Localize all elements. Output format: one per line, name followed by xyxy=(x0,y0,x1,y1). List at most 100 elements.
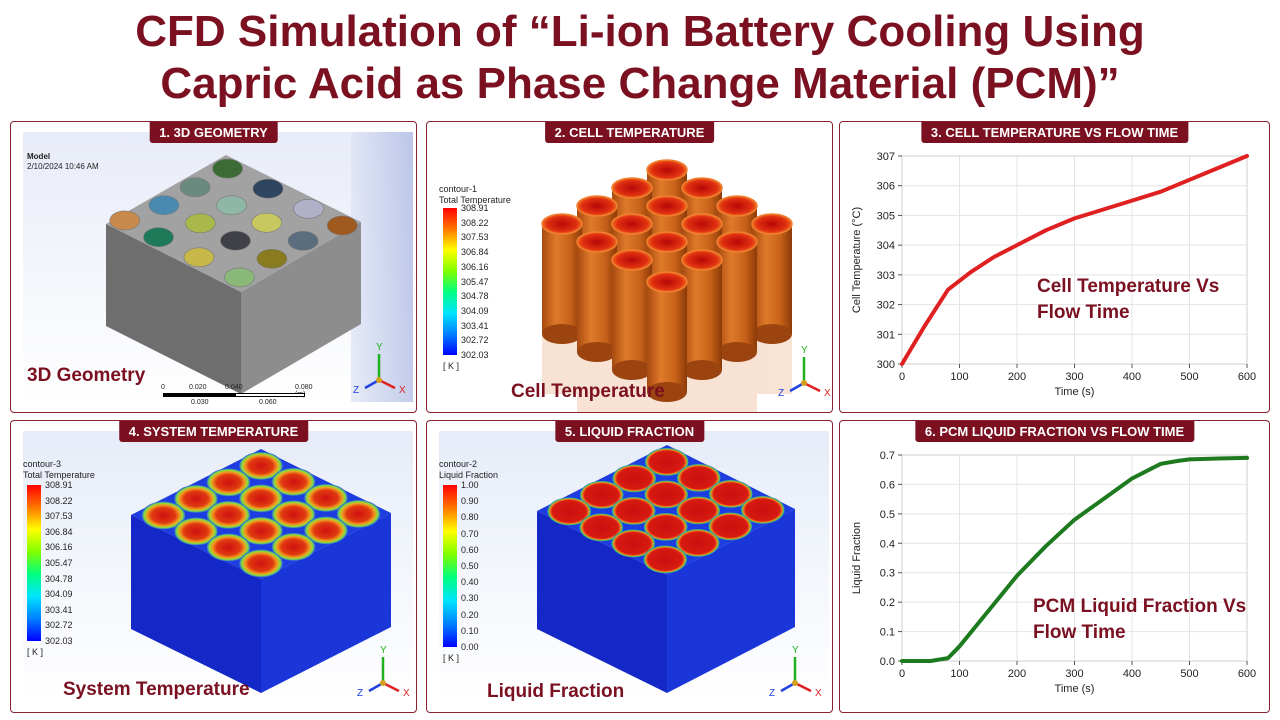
cell-circle xyxy=(109,210,141,231)
x-tick-label: 600 xyxy=(1238,371,1256,383)
caption-cell-temperature: Cell Temperature xyxy=(511,381,665,402)
x-tick-label: 400 xyxy=(1123,668,1141,680)
x-tick-label: 0 xyxy=(899,668,905,680)
legend-tick-label: 304.09 xyxy=(461,305,489,316)
y-tick-label: 0.3 xyxy=(880,568,895,580)
box-right-face xyxy=(241,222,361,394)
legend-title-1: contour-2 xyxy=(439,459,478,469)
hot-spot xyxy=(304,483,348,512)
hot-spot xyxy=(271,532,316,561)
hot-spot xyxy=(239,484,283,513)
y-tick-label: 301 xyxy=(877,329,895,341)
legend-tick-label: 0.70 xyxy=(461,528,479,539)
legend-tick-label: 0.30 xyxy=(461,593,479,604)
y-axis-label: Liquid Fraction xyxy=(851,522,863,594)
hot-spot xyxy=(271,467,316,496)
y-tick-label: 307 xyxy=(877,151,895,163)
panel-header: 3. CELL TEMPERATURE VS FLOW TIME xyxy=(920,122,1189,143)
x-tick-label: 300 xyxy=(1065,668,1083,680)
block-left-face xyxy=(537,511,667,693)
legend-tick-label: 1.00 xyxy=(461,480,479,490)
cell-circle xyxy=(143,227,174,247)
panel-cell-temp-chart: 3. CELL TEMPERATURE VS FLOW TIME 300 301 3… xyxy=(839,121,1270,413)
hot-spot xyxy=(675,528,720,557)
hot-spot xyxy=(239,549,283,578)
legend-tick-label: 0.50 xyxy=(461,561,479,571)
x-tick-label: 400 xyxy=(1123,371,1141,383)
block-right-face xyxy=(261,513,391,693)
cell-circle xyxy=(326,215,358,236)
cell-cylinder xyxy=(646,271,688,402)
scale-bar: 0 0.020 0.040 0.080 (m) 0.030 0.060 xyxy=(161,384,321,410)
x-tick-label: 600 xyxy=(1238,668,1256,680)
hot-spot xyxy=(271,500,316,529)
y-tick-label: 300 xyxy=(877,359,895,371)
cell-circle xyxy=(216,195,247,216)
legend-tick-label: 0.60 xyxy=(461,544,479,555)
cell-circle xyxy=(287,231,319,251)
liquid-fraction-chart: 0.0 0.1 0.2 0.3 0.4 0.5 0.6 0.7 0 100 200 300 400 500… xyxy=(851,450,1256,695)
y-tick-label: 304 xyxy=(877,240,895,252)
legend-tick-label: 302.72 xyxy=(461,335,489,346)
y-tick-label: 0.6 xyxy=(880,479,895,491)
panel-header: 4. SYSTEM TEMPERATURE xyxy=(118,421,309,442)
panel-header: 6. PCM LIQUID FRACTION VS FLOW TIME xyxy=(914,421,1195,442)
x-axis-label: Time (s) xyxy=(1055,386,1095,398)
hot-spot xyxy=(676,463,721,492)
legend-tick-label: 306.16 xyxy=(45,542,73,553)
x-tick-label: 500 xyxy=(1180,371,1198,383)
block-top-face xyxy=(537,445,795,575)
hot-spot xyxy=(708,479,753,508)
hot-spot xyxy=(174,484,218,513)
x-tick-label: 100 xyxy=(950,668,968,680)
cell-circle xyxy=(183,247,215,268)
legend-tick-label: 305.47 xyxy=(461,276,489,287)
legend-tick-label: 308.91 xyxy=(45,480,73,490)
hot-spot xyxy=(579,480,624,509)
hot-spot xyxy=(141,501,186,530)
series-line xyxy=(900,455,1249,663)
y-tick-label: 306 xyxy=(877,181,895,193)
caption-3d-geometry: 3D Geometry xyxy=(27,365,146,386)
hot-spot xyxy=(676,496,721,525)
caption-liquid-fraction: Liquid Fraction xyxy=(487,681,625,702)
legend-tick-label: 308.22 xyxy=(45,495,73,506)
cell-temperature-chart: 300 301 302 303 304 305 306 307 0 100 200 300 400 500… xyxy=(851,151,1256,398)
legend-tick-label: 302.03 xyxy=(461,350,489,360)
panel-liquid-fraction-chart: 6. PCM LIQUID FRACTION VS FLOW TIME 0.0 0… xyxy=(839,420,1270,713)
legend-tick-label: 304.09 xyxy=(45,589,73,600)
hot-spot xyxy=(611,529,656,558)
legend-tick-label: 0.00 xyxy=(461,642,479,652)
legend-tick-label: 303.41 xyxy=(461,320,489,331)
cell-circle xyxy=(179,177,211,198)
legend-title-1: contour-1 xyxy=(439,184,478,194)
legend-tick-label: 0.20 xyxy=(461,609,479,620)
scale-tick-5: 0.060 xyxy=(259,399,277,406)
legend-tick-label: 305.47 xyxy=(45,558,73,568)
cell-temperature-view xyxy=(541,159,793,412)
model-name: Model xyxy=(27,152,51,161)
hot-spot xyxy=(547,497,592,526)
legend-unit: [ K ] xyxy=(443,653,460,663)
hot-spots xyxy=(141,451,381,578)
cell-circle xyxy=(252,178,284,199)
system-temperature-view xyxy=(23,431,413,701)
legend-tick-label: 306.16 xyxy=(461,261,489,272)
hot-spot xyxy=(336,499,381,528)
series-line xyxy=(900,154,1249,366)
panel-header: 5. LIQUID FRACTION xyxy=(554,421,705,442)
x-tick-label: 200 xyxy=(1008,371,1026,383)
hot-spot xyxy=(206,533,251,562)
box-top-face xyxy=(106,155,361,292)
hot-spot xyxy=(304,516,348,545)
model-info: Model 2/10/2024 10:46 AM xyxy=(27,152,99,172)
legend-colorbar xyxy=(27,485,41,641)
chart-annotation-line-1: Cell Temperature Vs xyxy=(1037,276,1220,297)
hot-spot xyxy=(611,496,656,525)
cell-circle xyxy=(148,195,180,215)
panel-header: 2. CELL TEMPERATURE xyxy=(544,122,715,143)
legend-tick-label: 307.53 xyxy=(45,511,73,522)
hot-spot xyxy=(644,447,689,476)
cell-circle xyxy=(224,267,255,288)
cell-circle xyxy=(293,199,324,219)
